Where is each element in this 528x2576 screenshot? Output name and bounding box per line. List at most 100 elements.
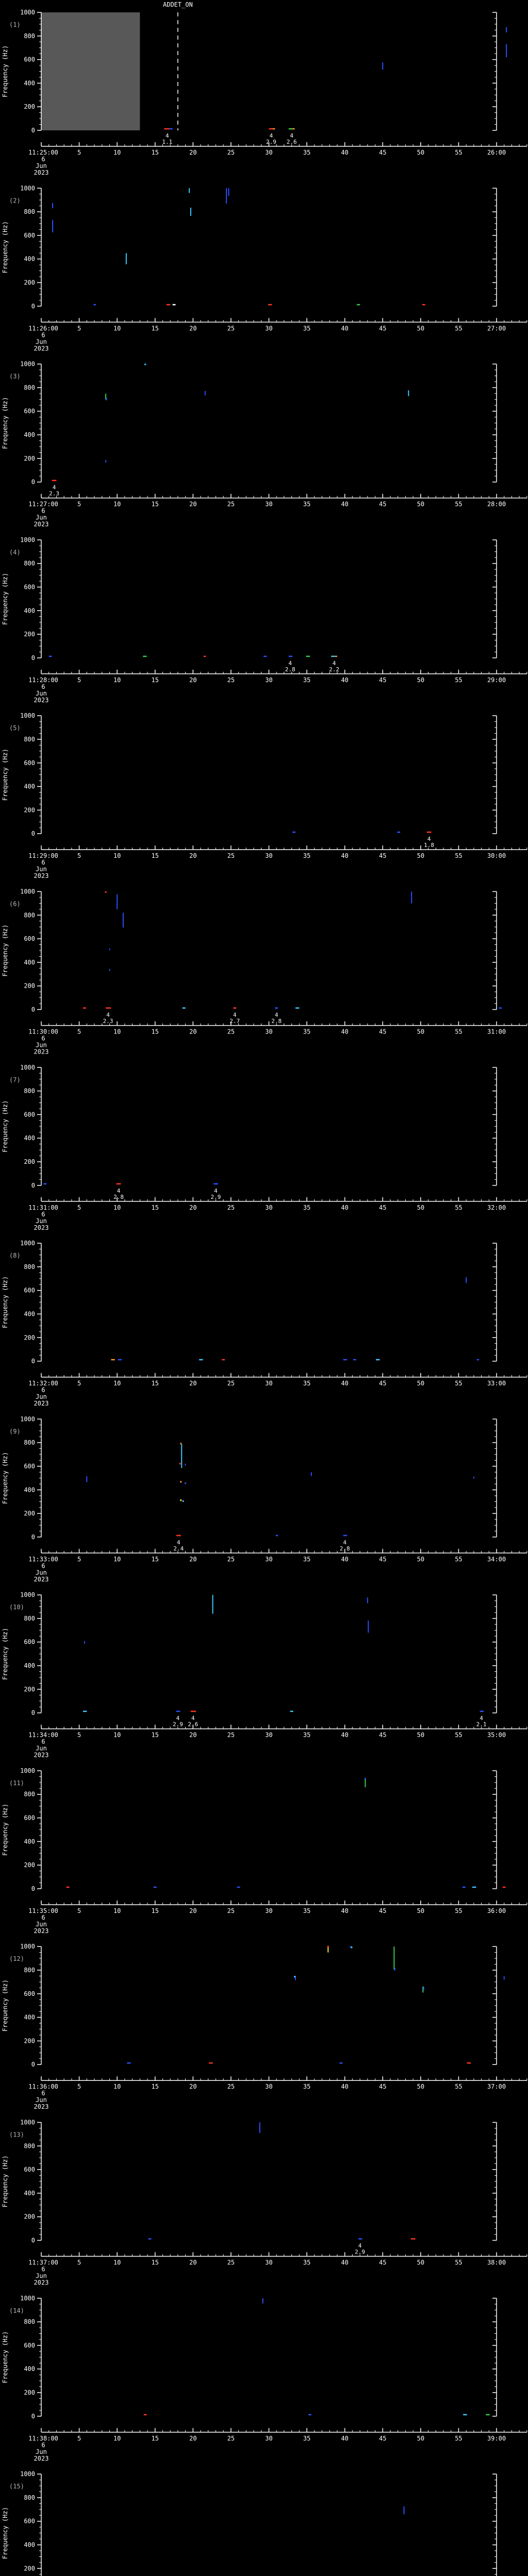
near-zero-detection-mark bbox=[52, 480, 57, 481]
detection-count-label: 4 bbox=[53, 484, 56, 491]
x-tick-label: 10 bbox=[113, 1380, 121, 1387]
x-tick-label: 15 bbox=[152, 2259, 159, 2266]
x-tick-label: 45 bbox=[379, 852, 386, 859]
x-tick-label: 30 bbox=[265, 325, 272, 332]
date-day-label: 6 bbox=[41, 156, 45, 163]
detection-dot bbox=[294, 1976, 296, 1978]
y-tick-label: 1000 bbox=[20, 2295, 35, 2302]
detection-value-label: 2.8 bbox=[285, 666, 295, 673]
near-zero-detection-mark bbox=[410, 2238, 416, 2240]
y-tick-label: 0 bbox=[31, 830, 35, 837]
x-tick-label: 45 bbox=[379, 149, 386, 156]
x-tick-label: 40 bbox=[341, 1732, 348, 1739]
x-tick-label: 5 bbox=[77, 1204, 81, 1211]
y-tick-label: 600 bbox=[24, 1990, 35, 1997]
y-tick-label: 600 bbox=[24, 232, 35, 239]
x-end-time-label: 37:00 bbox=[487, 2083, 506, 2090]
near-zero-detection-mark bbox=[111, 1359, 115, 1361]
x-tick-label: 20 bbox=[189, 2259, 196, 2266]
date-day-label: 6 bbox=[41, 2090, 45, 2097]
x-end-time-label: 38:00 bbox=[487, 2259, 506, 2266]
x-tick-label: 15 bbox=[152, 2083, 159, 2090]
near-zero-detection-mark bbox=[153, 1886, 157, 1888]
x-tick-label: 55 bbox=[455, 149, 462, 156]
near-zero-detection-mark bbox=[463, 2414, 467, 2416]
x-tick-label: 10 bbox=[113, 2435, 121, 2442]
x-tick-label: 40 bbox=[341, 501, 348, 508]
x-tick-label: 10 bbox=[113, 852, 121, 859]
x-tick-label: 25 bbox=[227, 1555, 235, 1563]
y-tick-label: 400 bbox=[24, 431, 35, 438]
detection-count-label: 4 bbox=[343, 1539, 346, 1546]
x-tick-label: 30 bbox=[265, 1555, 272, 1563]
x-tick-label: 55 bbox=[455, 852, 462, 859]
detection-value-label: 2.9 bbox=[173, 1721, 183, 1728]
y-tick-label: 200 bbox=[24, 279, 35, 286]
y-tick-label: 0 bbox=[31, 2061, 35, 2068]
x-tick-label: 40 bbox=[341, 325, 348, 332]
x-tick-label: 35 bbox=[303, 852, 310, 859]
x-start-time-label: 11:26:00 bbox=[28, 325, 58, 332]
x-tick-label: 45 bbox=[379, 2435, 386, 2442]
x-tick-label: 55 bbox=[455, 2259, 462, 2266]
near-zero-detection-mark bbox=[331, 655, 335, 657]
x-tick-label: 35 bbox=[303, 501, 310, 508]
x-tick-label: 35 bbox=[303, 149, 310, 156]
x-end-time-label: 30:00 bbox=[487, 852, 506, 859]
x-start-time-label: 11:30:00 bbox=[28, 1028, 58, 1035]
detection-value-label: 2.1 bbox=[476, 1721, 487, 1728]
date-year-label: 2023 bbox=[34, 2455, 49, 2462]
y-tick-label: 200 bbox=[24, 2213, 35, 2221]
y-tick-label: 800 bbox=[24, 911, 35, 919]
x-start-time-label: 11:35:00 bbox=[28, 1907, 58, 1914]
near-zero-detection-mark bbox=[486, 2414, 490, 2416]
date-month-label: Jun bbox=[36, 690, 47, 697]
x-tick-label: 10 bbox=[113, 676, 121, 684]
detection-dot bbox=[180, 1443, 182, 1445]
near-zero-detection-mark bbox=[290, 1710, 293, 1712]
x-tick-label: 30 bbox=[265, 1204, 272, 1211]
x-tick-label: 25 bbox=[227, 2259, 235, 2266]
panel-number-label: (3) bbox=[9, 373, 21, 380]
x-tick-label: 5 bbox=[77, 149, 81, 156]
date-month-label: Jun bbox=[36, 1745, 47, 1752]
panel-3: 0 200 400 600 800 1000 11:27:00 5 10 15 20 25 30 35 40… bbox=[2, 361, 527, 528]
date-month-label: Jun bbox=[36, 1393, 47, 1400]
panel-number-label: (12) bbox=[9, 1955, 24, 1962]
x-tick-label: 35 bbox=[303, 325, 310, 332]
panel-2: 0 200 400 600 800 1000 11:26:00 5 10 15 20 25 30 35 40… bbox=[2, 184, 527, 352]
date-day-label: 6 bbox=[41, 1738, 45, 1745]
panel-13: 0 200 400 600 800 1000 11:37:00 5 10 15 20 25 30 35 40… bbox=[2, 2119, 527, 2286]
x-tick-label: 5 bbox=[77, 325, 81, 332]
x-tick-label: 55 bbox=[455, 1380, 462, 1387]
y-axis-title: Frequency (Hz) bbox=[2, 1804, 9, 1856]
y-tick-label: 200 bbox=[24, 103, 35, 110]
detection-count-label: 4 bbox=[191, 1715, 195, 1722]
x-tick-label: 15 bbox=[152, 149, 159, 156]
y-axis-title: Frequency (Hz) bbox=[2, 1452, 9, 1504]
date-month-label: Jun bbox=[36, 2273, 47, 2280]
x-tick-label: 50 bbox=[417, 1907, 424, 1914]
y-tick-label: 800 bbox=[24, 2318, 35, 2326]
x-tick-label: 10 bbox=[113, 149, 121, 156]
y-tick-label: 800 bbox=[24, 2494, 35, 2501]
date-year-label: 2023 bbox=[34, 697, 49, 704]
y-tick-label: 400 bbox=[24, 1662, 35, 1669]
near-zero-detection-mark bbox=[263, 655, 267, 657]
near-zero-detection-mark bbox=[82, 1007, 86, 1009]
x-tick-label: 55 bbox=[455, 1204, 462, 1211]
x-start-time-label: 11:27:00 bbox=[28, 501, 58, 508]
near-zero-detection-mark bbox=[397, 831, 401, 833]
near-zero-detection-mark bbox=[199, 1359, 203, 1361]
y-tick-label: 600 bbox=[24, 1638, 35, 1646]
x-end-time-label: 26:00 bbox=[487, 149, 506, 156]
x-tick-label: 5 bbox=[77, 1907, 81, 1914]
date-year-label: 2023 bbox=[34, 872, 49, 879]
near-zero-detection-mark bbox=[82, 1710, 87, 1712]
y-tick-label: 400 bbox=[24, 2190, 35, 2197]
x-end-time-label: 31:00 bbox=[487, 1028, 506, 1035]
x-tick-label: 20 bbox=[189, 852, 196, 859]
near-zero-detection-mark bbox=[480, 1710, 484, 1712]
panel-11: 0 200 400 600 800 1000 11:35:00 5 10 15 20 25 30 35 40… bbox=[2, 1767, 527, 1935]
